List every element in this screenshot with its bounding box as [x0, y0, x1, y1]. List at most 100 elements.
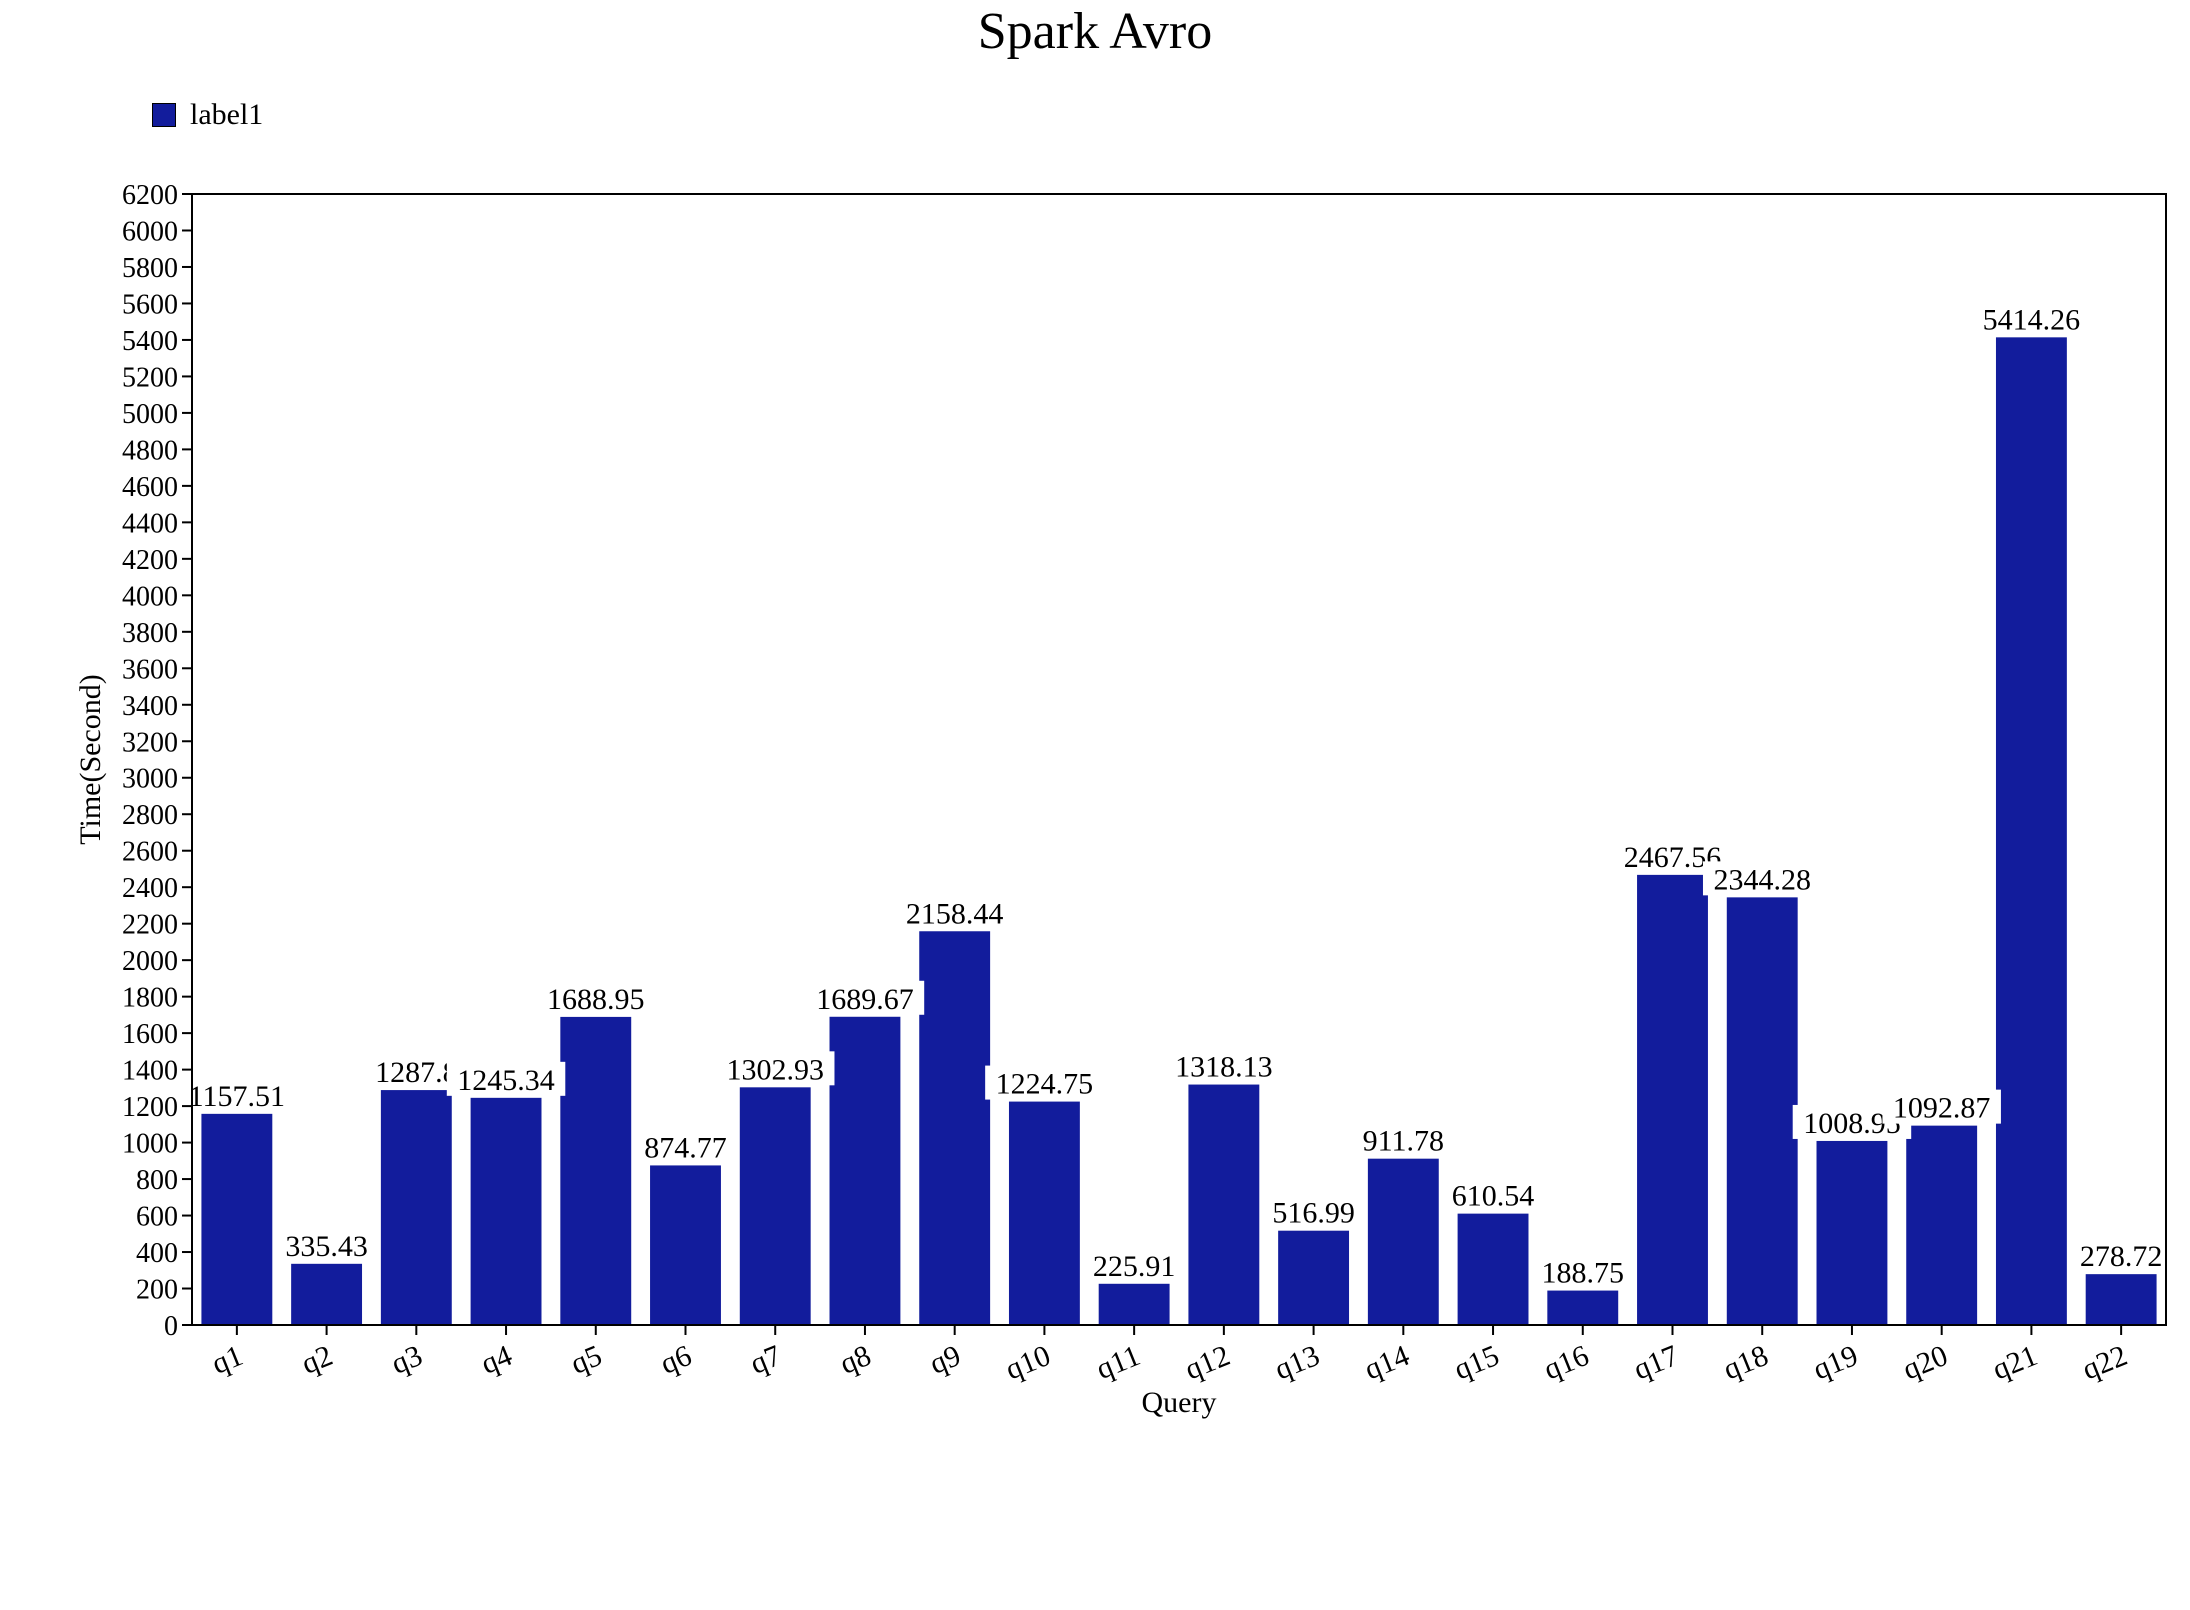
y-tick-label: 600	[136, 1202, 178, 1233]
data-label-q15: 610.54	[1452, 1180, 1535, 1213]
x-tick-label: q6	[656, 1339, 696, 1381]
bar-q3	[380, 1090, 452, 1325]
data-label-bg	[1702, 861, 1822, 896]
x-tick-label: q9	[925, 1339, 965, 1381]
bar-q10	[1008, 1101, 1080, 1325]
data-label-bg	[2069, 1238, 2173, 1273]
data-label-q11: 225.91	[1093, 1250, 1176, 1283]
data-label-bg	[1262, 1194, 1366, 1229]
x-tick-label: q22	[2078, 1339, 2132, 1386]
data-label-bg	[805, 980, 925, 1015]
bar-q14	[1367, 1158, 1439, 1325]
y-tick-label: 4800	[122, 435, 178, 466]
y-tick-label: 6000	[122, 216, 178, 247]
bar-q17	[1637, 874, 1708, 1325]
data-label-q3: 1287.8	[375, 1056, 458, 1089]
data-label-q14: 911.78	[1363, 1125, 1444, 1158]
data-label-bg	[1882, 1089, 2001, 1124]
y-tick-label: 4000	[122, 581, 178, 612]
x-tick-label: q5	[566, 1339, 606, 1381]
data-label-bg	[634, 1129, 737, 1164]
x-tick-label: q20	[1898, 1339, 1952, 1386]
bar-q12	[1188, 1084, 1260, 1325]
y-tick-label: 1200	[122, 1092, 178, 1123]
x-axis: q1 q2 q3 q4 q5 q6 q7 q8 q9 q10 q11 q12 q13 q14 q15 q16 q…	[207, 1325, 2132, 1386]
bar-q4	[470, 1097, 542, 1325]
x-tick-label: q4	[476, 1339, 516, 1381]
x-tick-label: q1	[207, 1339, 247, 1381]
y-tick-label: 3800	[122, 618, 178, 649]
legend: label1	[152, 98, 263, 132]
y-tick-label: 1000	[122, 1129, 178, 1160]
y-tick-label: 2600	[122, 837, 178, 868]
bar-q15	[1457, 1213, 1529, 1325]
y-tick-label: 200	[136, 1275, 178, 1306]
x-tick-label: q19	[1808, 1339, 1862, 1386]
bar-q20	[1906, 1125, 1978, 1325]
data-label-bg	[1164, 1048, 1284, 1083]
x-tick-label: q3	[387, 1339, 427, 1381]
x-tick-label: q12	[1180, 1339, 1234, 1386]
x-tick-label: q16	[1539, 1339, 1593, 1386]
x-tick-label: q7	[746, 1339, 786, 1381]
data-label-bg	[1082, 1247, 1186, 1282]
bar-q9	[919, 931, 991, 1325]
y-tick-label: 2000	[122, 946, 178, 977]
data-label-bg	[177, 1077, 297, 1112]
bar-q16	[1547, 1290, 1619, 1325]
data-label-bg	[985, 1065, 1104, 1100]
y-axis-label: Time(Second)	[74, 674, 107, 845]
y-tick-label: 2400	[122, 873, 178, 904]
legend-swatch	[152, 103, 176, 127]
x-tick-label: q21	[1988, 1339, 2042, 1386]
x-tick-label: q13	[1270, 1339, 1324, 1386]
y-tick-label: 4400	[122, 508, 178, 539]
bar-q19	[1816, 1140, 1888, 1325]
bar-q5	[560, 1016, 632, 1325]
data-label-q22: 278.72	[2080, 1240, 2163, 1273]
data-label-q7: 1302.93	[726, 1053, 824, 1086]
y-tick-label: 5200	[122, 362, 178, 393]
data-label-q8: 1689.67	[816, 983, 914, 1016]
data-label-q16: 188.75	[1542, 1257, 1625, 1290]
data-label-bg	[715, 1051, 835, 1086]
data-label-q13: 516.99	[1272, 1197, 1355, 1230]
y-tick-label: 4600	[122, 472, 178, 503]
y-tick-label: 5600	[122, 289, 178, 320]
data-label-bg	[1531, 1254, 1635, 1289]
data-label-bg	[446, 1061, 566, 1096]
bars-layer	[201, 337, 2157, 1325]
plot-frame	[191, 193, 2167, 1326]
data-label-q18: 2344.28	[1713, 863, 1811, 896]
legend-label: label1	[190, 98, 264, 131]
bar-q21	[1995, 337, 2067, 1325]
bar-q1	[201, 1113, 273, 1325]
data-label-bg	[1351, 1122, 1455, 1157]
y-tick-label: 5800	[122, 253, 178, 284]
x-tick-label: q15	[1450, 1339, 1504, 1386]
bar-q13	[1278, 1230, 1350, 1325]
y-tick-label: 3000	[122, 764, 178, 795]
data-label-bg	[1972, 301, 2091, 336]
bar-q2	[291, 1263, 363, 1325]
y-tick-label: 5000	[122, 399, 178, 430]
y-tick-label: 1400	[122, 1056, 178, 1087]
data-label-q10: 1224.75	[996, 1068, 1094, 1101]
data-label-q9: 2158.44	[906, 897, 1004, 930]
data-label-bg	[1441, 1177, 1545, 1212]
bar-q6	[650, 1165, 721, 1325]
bar-q18	[1726, 897, 1798, 1325]
x-tick-label: q11	[1092, 1339, 1145, 1386]
x-axis-label: Query	[1142, 1386, 1217, 1419]
x-tick-label: q8	[835, 1339, 875, 1381]
data-label-q5: 1688.95	[547, 983, 645, 1016]
y-tick-label: 2200	[122, 910, 178, 941]
bar-q8	[829, 1016, 901, 1325]
x-tick-label: q14	[1360, 1339, 1414, 1386]
x-tick-label: q18	[1719, 1339, 1773, 1386]
data-label-q20: 1092.87	[1893, 1092, 1991, 1125]
y-tick-label: 6200	[122, 180, 178, 211]
bar-q7	[739, 1087, 811, 1325]
data-label-q21: 5414.26	[1983, 303, 2081, 336]
